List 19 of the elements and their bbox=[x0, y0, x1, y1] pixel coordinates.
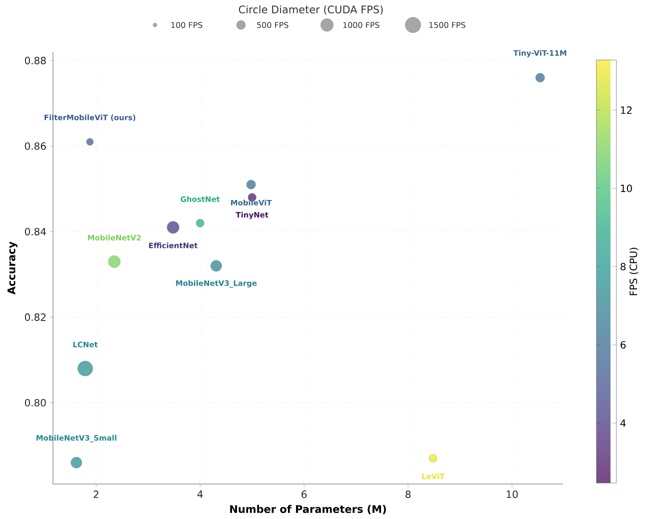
color-bar-title: FPS (CPU) bbox=[629, 248, 638, 296]
x-tick-label: 6 bbox=[302, 490, 307, 498]
color-bar-label: 12 bbox=[621, 106, 632, 114]
y-tick-label: 0.88 bbox=[24, 56, 46, 64]
y-tick-label: 0.80 bbox=[24, 398, 46, 406]
y-tick-label: 0.86 bbox=[24, 142, 46, 150]
y-axis-title: Accuracy bbox=[8, 242, 18, 295]
color-bar-label: 4 bbox=[620, 419, 626, 427]
x-tick-label: 10 bbox=[506, 490, 518, 498]
x-tick-label: 2 bbox=[94, 490, 98, 498]
color-bar-label: 10 bbox=[621, 184, 632, 192]
legend-title: Circle Diameter (CUDA FPS) bbox=[238, 5, 383, 15]
x-tick-label: 4 bbox=[197, 490, 203, 498]
x-axis-title: Number of Parameters (M) bbox=[230, 504, 386, 514]
color-bar-label: 8 bbox=[620, 262, 626, 270]
y-tick-label: 0.84 bbox=[24, 228, 46, 236]
color-bar-label: 6 bbox=[620, 341, 626, 349]
y-tick-label: 0.82 bbox=[24, 313, 46, 321]
x-tick-label: 8 bbox=[406, 490, 411, 498]
